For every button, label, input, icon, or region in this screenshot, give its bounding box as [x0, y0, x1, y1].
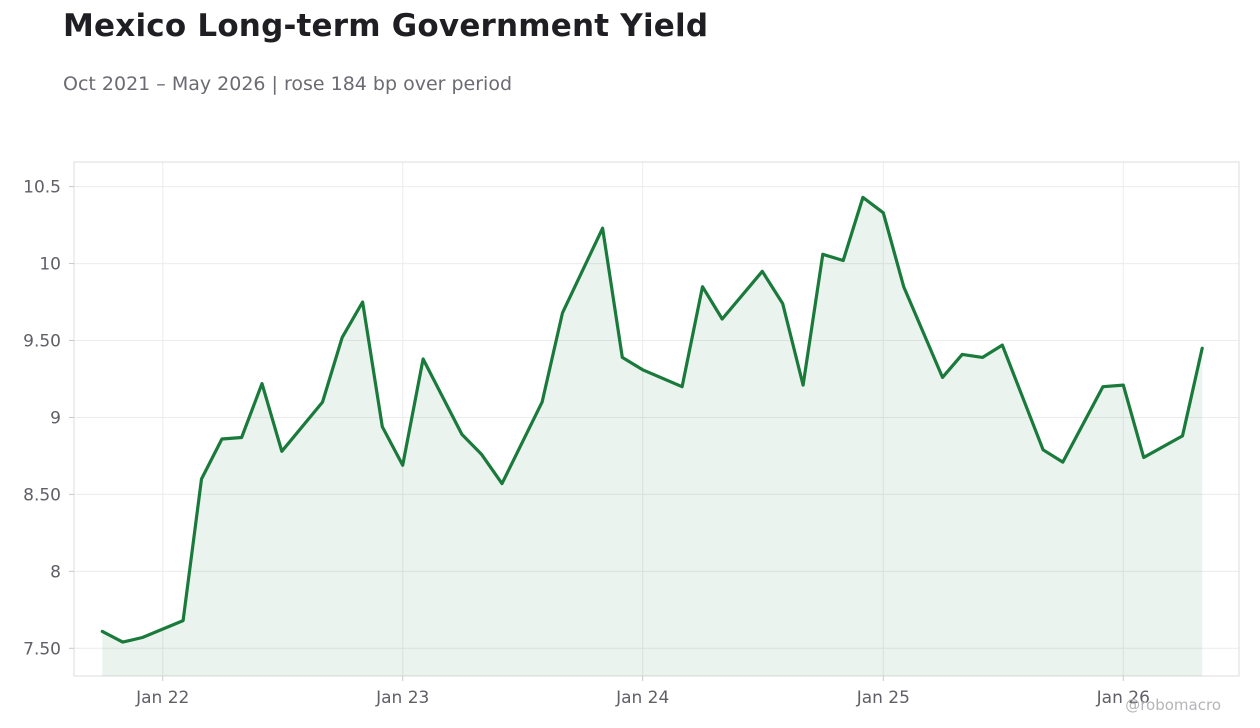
x-axis: Jan 22 Jan 23 Jan 24 Jan 25 Jan 26 [135, 676, 1150, 708]
grid-lines [74, 162, 1239, 676]
watermark: @robomacro [1125, 696, 1221, 714]
series-line [100, 195, 1204, 644]
x-tick-label: Jan 25 [856, 688, 910, 708]
series-area-fill [102, 197, 1203, 676]
y-tick-label: 10 [39, 255, 61, 275]
chart-subtitle: Oct 2021 – May 2026 | rose 184 bp over p… [63, 73, 513, 95]
x-tick-label: Jan 26 [1096, 688, 1150, 708]
y-tick-label: 8.50 [23, 485, 61, 505]
y-tick-label: 10.5 [23, 178, 61, 198]
x-tick-label: Jan 24 [615, 688, 669, 708]
y-tick-label: 9.50 [23, 332, 61, 352]
chart-title: Mexico Long-term Government Yield [63, 8, 709, 44]
y-tick-label: 8 [50, 562, 61, 582]
y-axis: 7.50 8 8.50 9 9.50 10 10.5 [23, 178, 74, 659]
plot-area [73, 161, 1240, 677]
x-tick-label: Jan 22 [135, 688, 189, 708]
x-tick-label: Jan 23 [375, 688, 429, 708]
y-tick-label: 7.50 [23, 639, 61, 659]
y-tick-label: 9 [50, 408, 61, 428]
